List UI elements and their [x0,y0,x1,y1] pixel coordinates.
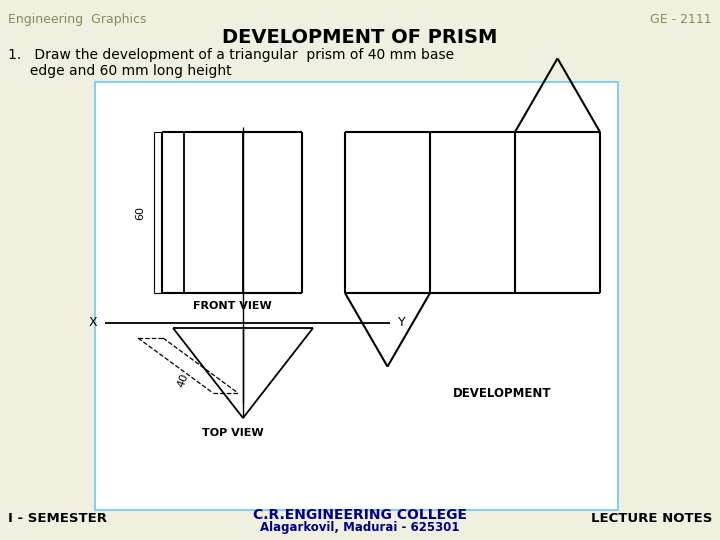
Text: FRONT VIEW: FRONT VIEW [193,301,271,311]
Text: DEVELOPMENT OF PRISM: DEVELOPMENT OF PRISM [222,28,498,47]
Text: 1.   Draw the development of a triangular  prism of 40 mm base: 1. Draw the development of a triangular … [8,48,454,62]
Text: 60: 60 [135,206,145,219]
Text: Alagarkovil, Madurai - 625301: Alagarkovil, Madurai - 625301 [260,522,460,535]
Text: 40: 40 [176,372,191,389]
Text: GE - 2111: GE - 2111 [650,13,712,26]
Bar [95,82,618,510]
Text: DEVELOPMENT: DEVELOPMENT [454,387,552,400]
Text: edge and 60 mm long height: edge and 60 mm long height [8,64,232,78]
Text: X: X [89,316,97,329]
Text: C.R.ENGINEERING COLLEGE: C.R.ENGINEERING COLLEGE [253,508,467,522]
Text: Engineering  Graphics: Engineering Graphics [8,13,146,26]
Text: Y: Y [398,316,405,329]
Text: LECTURE NOTES: LECTURE NOTES [590,511,712,524]
Text: TOP VIEW: TOP VIEW [202,428,264,438]
Text: I - SEMESTER: I - SEMESTER [8,511,107,524]
